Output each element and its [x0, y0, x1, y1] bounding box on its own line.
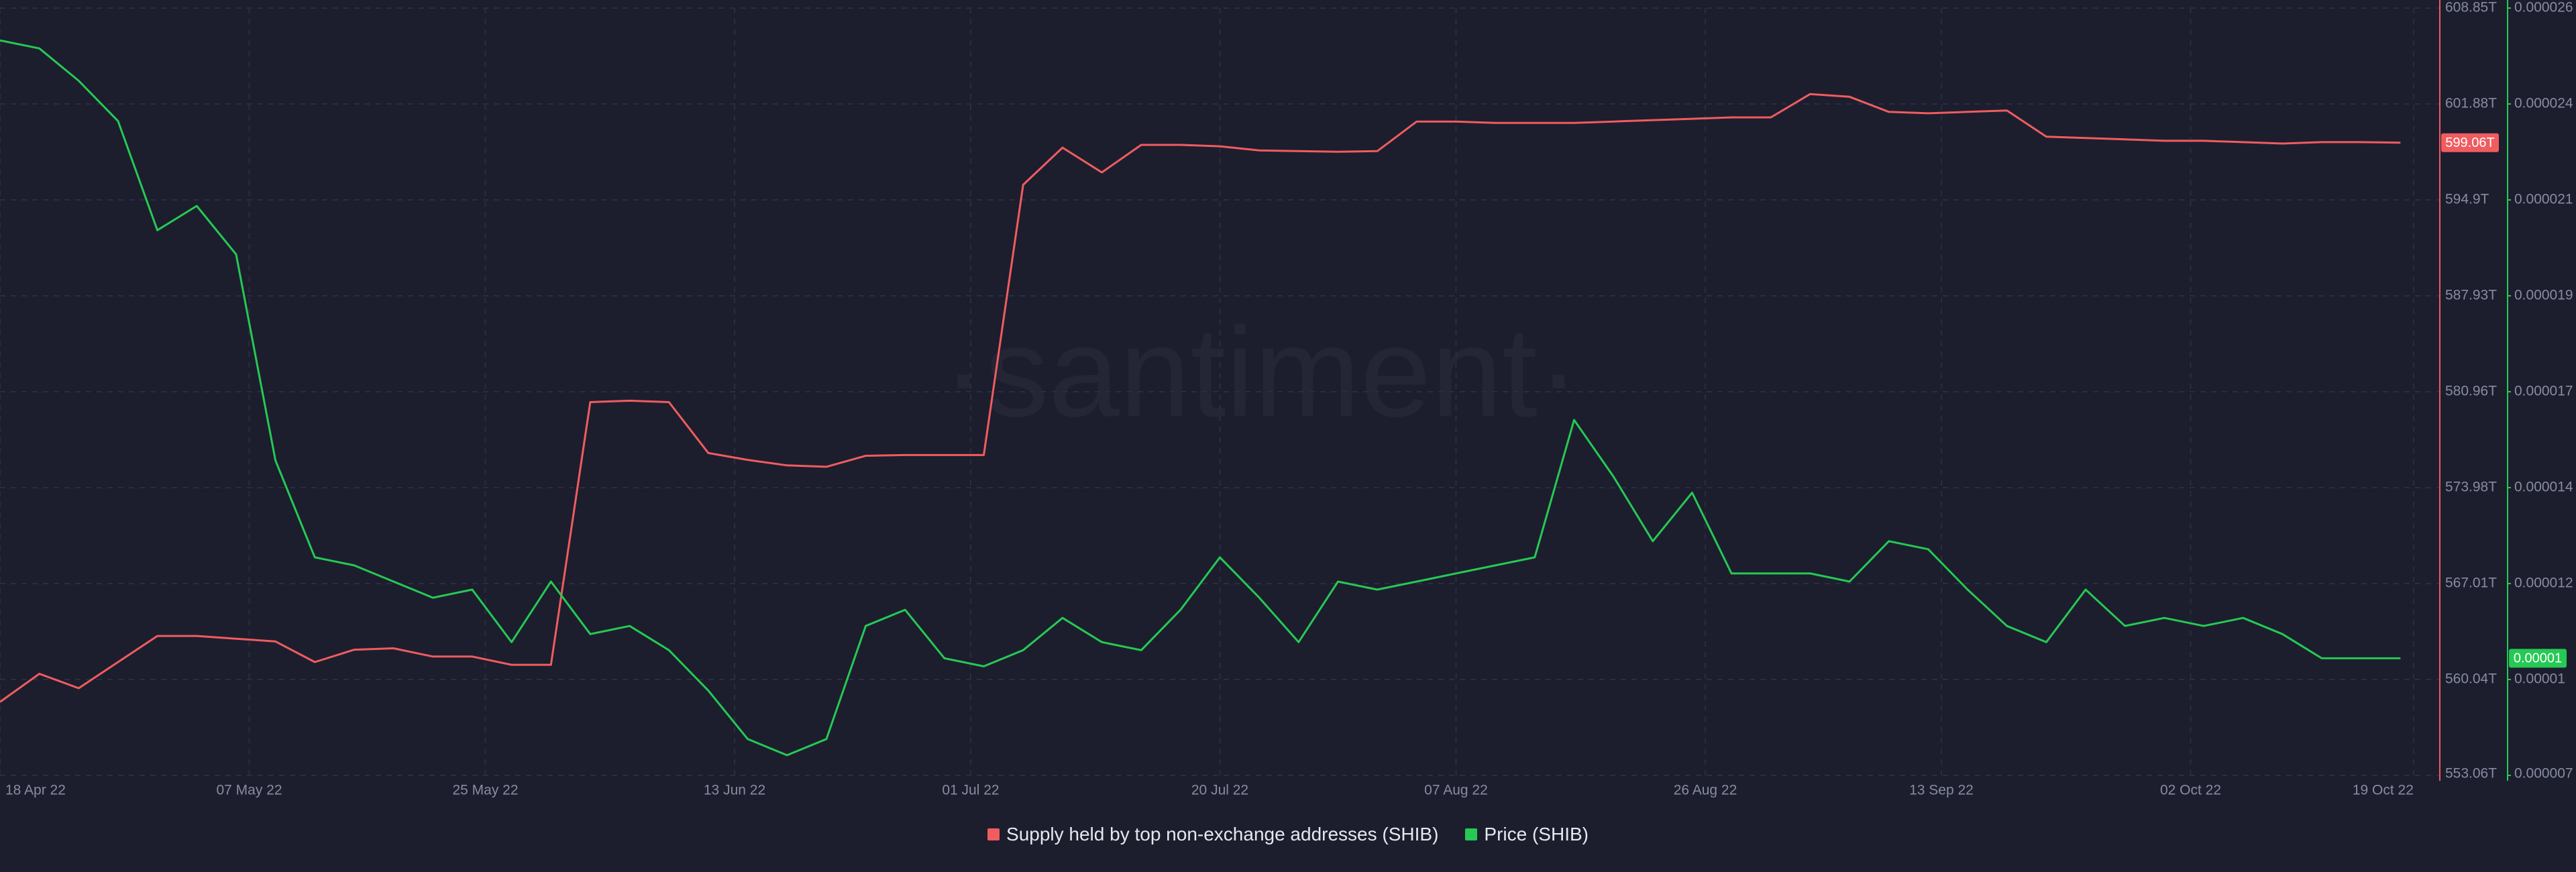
- x-tick-label: 18 Apr 22: [5, 783, 66, 798]
- value-label: 599.06T: [2445, 135, 2494, 150]
- legend-swatch: [987, 828, 1000, 840]
- y2-tick-label: 0.000014: [2514, 480, 2573, 495]
- x-tick-label: 13 Jun 22: [704, 783, 765, 798]
- legend: Supply held by top non-exchange addresse…: [0, 824, 2576, 845]
- y-tick-label: 580.96T: [2445, 384, 2497, 399]
- y-tick-label: 573.98T: [2445, 480, 2497, 495]
- y-tick-label: 560.04T: [2445, 671, 2497, 687]
- y-tick-label: 587.93T: [2445, 288, 2497, 303]
- legend-item[interactable]: Price (SHIB): [1465, 824, 1589, 845]
- y-tick-label: 553.06T: [2445, 766, 2497, 781]
- y2-tick-label: 0.000017: [2514, 384, 2573, 399]
- y2-tick-label: 0.000019: [2514, 288, 2573, 303]
- x-tick-label: 20 Jul 22: [1191, 783, 1248, 798]
- chart: ·santiment· 553.06T 560.04T 567.01T 573.98T…: [0, 0, 2573, 798]
- legend-label: Price (SHIB): [1484, 824, 1589, 844]
- y-tick-label: 608.85T: [2445, 0, 2497, 15]
- legend-label: Supply held by top non-exchange addresse…: [1006, 824, 1439, 844]
- y-tick-label: 601.88T: [2445, 96, 2497, 111]
- series-line: [0, 93, 2401, 703]
- y2-tick-label: 0.000021: [2514, 192, 2573, 207]
- y2-tick-label: 0.000026: [2514, 0, 2573, 15]
- y-tick-label: 594.9T: [2445, 192, 2489, 207]
- y2-tick-label: 0.000007: [2514, 766, 2573, 781]
- value-tag: [2509, 649, 2567, 668]
- x-tick-label: 25 May 22: [452, 783, 518, 798]
- legend-item[interactable]: Supply held by top non-exchange addresse…: [987, 824, 1438, 845]
- value-label: 0.00001: [2514, 651, 2562, 666]
- y-tick-label: 567.01T: [2445, 576, 2497, 591]
- value-tag: [2441, 133, 2499, 152]
- x-tick-label: 01 Jul 22: [942, 783, 999, 798]
- legend-swatch: [1465, 828, 1478, 840]
- x-tick-label: 07 Aug 22: [1424, 783, 1488, 798]
- x-tick-label: 02 Oct 22: [2160, 783, 2221, 798]
- y2-tick-label: 0.000024: [2514, 96, 2573, 111]
- x-tick-label: 07 May 22: [216, 783, 282, 798]
- x-tick-label: 13 Sep 22: [1909, 783, 1974, 798]
- watermark: ·santiment·: [943, 301, 1580, 443]
- series-line: [0, 39, 2401, 757]
- y2-tick-label: 0.00001: [2514, 671, 2565, 687]
- x-tick-label: 26 Aug 22: [1674, 783, 1737, 798]
- y2-tick-label: 0.000012: [2514, 576, 2573, 591]
- x-tick-label: 19 Oct 22: [2353, 783, 2414, 798]
